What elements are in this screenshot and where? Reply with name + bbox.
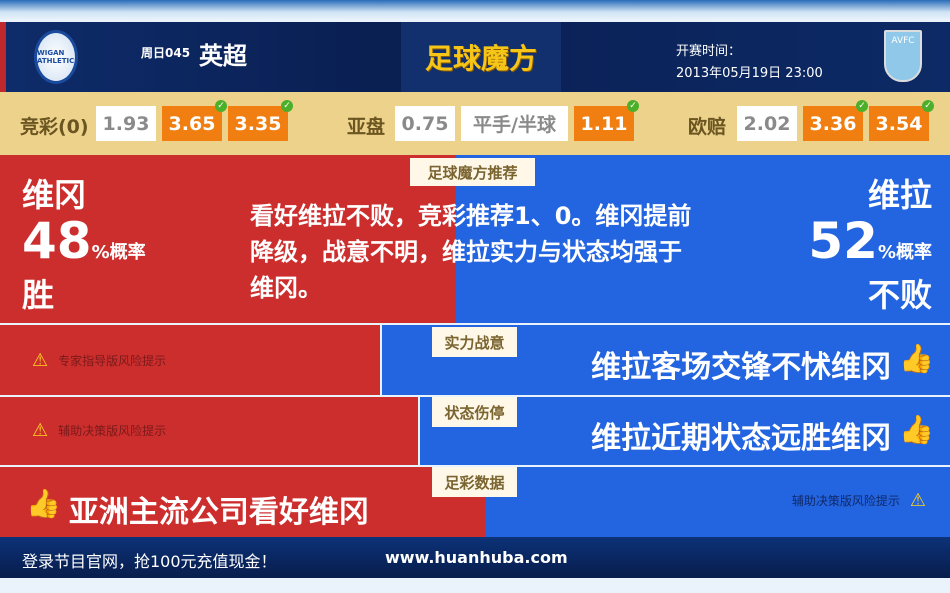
home-percent: 48 xyxy=(22,212,92,270)
check-icon: ✓ xyxy=(922,100,934,112)
row-home-bar xyxy=(0,325,380,395)
odds-value: 平手/半球 xyxy=(461,106,568,141)
oupei-label: 欧赔 xyxy=(688,116,727,138)
recommend-text: 看好维拉不败，竞彩推荐1、0。维冈提前降级，战意不明，维拉实力与状态均强于维冈。 xyxy=(250,202,692,302)
footer: 登录节目官网，抢100元充值现金！ www.huanhuba.com xyxy=(0,537,950,578)
check-icon: ✓ xyxy=(856,100,868,112)
odds-value: 1.93 xyxy=(96,106,156,141)
odds-value: 3.54 ✓ xyxy=(869,100,934,141)
row-tag: 状态伤停 xyxy=(432,397,517,427)
row-home-bar xyxy=(0,397,418,465)
row-tag: 实力战意 xyxy=(432,327,517,357)
check-icon: ✓ xyxy=(215,100,227,112)
promo-text: 登录节目官网，抢100元充值现金！ xyxy=(22,552,277,571)
thumbs-up-icon: 👍 xyxy=(26,487,61,520)
site-link[interactable]: www.huanhuba.com xyxy=(385,548,568,567)
thumbs-up-icon: 👍 xyxy=(899,413,934,446)
home-team-crest: WIGAN ATHLETIC xyxy=(34,30,78,84)
match-header: WIGAN ATHLETIC 周日045 英超 足球魔方 开赛时间： 2013年… xyxy=(0,22,950,92)
away-team-crest: AVFC xyxy=(884,30,922,82)
row-verdict: 维拉客场交锋不怵维冈 xyxy=(591,350,892,385)
pct-suffix: %概率 xyxy=(877,242,932,263)
kickoff-label: 开赛时间： xyxy=(676,44,742,59)
home-result: 胜 xyxy=(22,276,55,314)
odds-value: 3.36 ✓ xyxy=(803,100,868,141)
row-away-bar xyxy=(485,467,950,537)
risk-tip: ⚠ 专家指导版风险提示 xyxy=(32,350,167,371)
risk-tip: ⚠ 辅助决策版风险提示 xyxy=(32,420,167,441)
odds-value: 3.35 ✓ xyxy=(228,100,293,141)
recommend-tag: 足球魔方推荐 xyxy=(410,158,535,186)
odds-bar: 竞彩(0) 1.93 3.65 ✓ 3.35 ✓ 亚盘 0.75 平手/半球 1.1… xyxy=(0,92,950,155)
row-verdict: 维拉近期状态远胜维冈 xyxy=(591,421,892,456)
home-name: 维冈 xyxy=(22,176,87,214)
away-probability-bar xyxy=(456,155,950,323)
warning-icon: ⚠ xyxy=(32,420,49,441)
thumbs-up-icon: 👍 xyxy=(899,342,934,375)
check-icon: ✓ xyxy=(281,100,293,112)
warning-icon: ⚠ xyxy=(32,350,49,371)
league-name: 英超 xyxy=(199,42,247,70)
row-home-bar xyxy=(0,467,485,537)
away-result: 不败 xyxy=(867,276,932,314)
odds-value: 3.65 ✓ xyxy=(162,100,227,141)
jingcai-label: 竞彩(0) xyxy=(20,116,89,138)
brand-logo: 足球魔方 xyxy=(401,22,561,92)
check-icon: ✓ xyxy=(627,100,639,112)
odds-value: 1.11 ✓ xyxy=(574,100,639,141)
home-probability-bar xyxy=(0,155,456,323)
odds-value: 2.02 xyxy=(737,106,797,141)
row-verdict: 亚洲主流公司看好维冈 xyxy=(68,495,369,530)
odds-value: 0.75 xyxy=(395,106,455,141)
kickoff-time: 2013年05月19日 23:00 xyxy=(676,66,823,81)
league-code: 周日045 xyxy=(141,46,191,60)
yapan-label: 亚盘 xyxy=(347,116,386,138)
away-name: 维拉 xyxy=(867,176,932,214)
row-tag: 足彩数据 xyxy=(432,467,517,497)
pct-suffix: %概率 xyxy=(91,242,146,263)
warning-icon: ⚠ xyxy=(909,490,926,511)
away-percent: 52 xyxy=(808,212,878,270)
risk-tip: 辅助决策版风险提示 ⚠ xyxy=(791,490,926,511)
